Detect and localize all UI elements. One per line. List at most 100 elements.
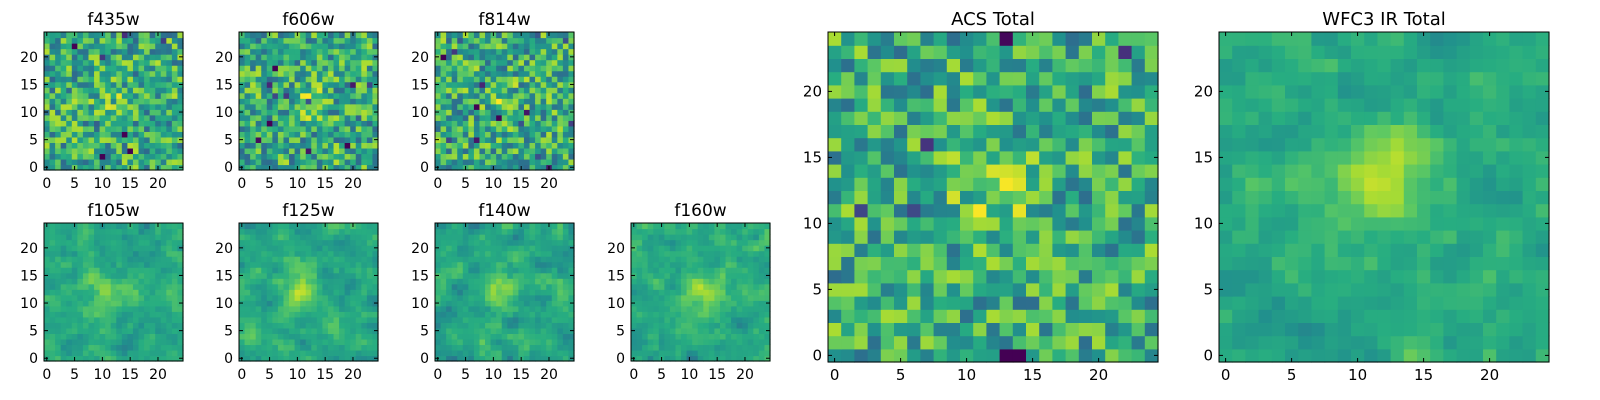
heatmap-cell — [557, 109, 564, 116]
heatmap-cell — [501, 109, 508, 116]
heatmap-cell — [758, 267, 766, 274]
heatmap-cell — [77, 37, 84, 44]
heatmap-cell — [1105, 164, 1119, 178]
heatmap-cell — [1012, 348, 1027, 363]
heatmap-cell — [529, 250, 536, 257]
heatmap-cell — [49, 76, 56, 83]
heatmap-cell — [867, 269, 882, 284]
heatmap-cell — [355, 114, 362, 121]
heatmap-cell — [350, 250, 357, 257]
heatmap-cell — [361, 327, 368, 334]
heatmap-cell — [166, 278, 173, 285]
heatmap-cell — [540, 278, 547, 285]
heatmap-cell — [490, 158, 497, 166]
heatmap-cell — [49, 48, 56, 55]
heatmap-cell — [121, 158, 128, 166]
heatmap-cell — [457, 142, 464, 149]
heatmap-cell — [973, 243, 987, 257]
heatmap-cell — [272, 114, 279, 121]
heatmap-cell — [160, 32, 167, 39]
heatmap-cell — [703, 349, 710, 357]
heatmap-cell — [468, 333, 475, 340]
heatmap-cell — [867, 256, 882, 271]
heatmap-cell — [372, 333, 379, 340]
heatmap-cell — [960, 177, 974, 191]
heatmap-cell — [636, 261, 643, 268]
heatmap-cell — [99, 261, 106, 268]
heatmap-cell — [289, 103, 296, 110]
heatmap-cell — [451, 48, 458, 55]
heatmap-cell — [171, 294, 179, 301]
heatmap-cell — [77, 223, 84, 230]
heatmap-cell — [60, 131, 67, 138]
heatmap-cell — [66, 98, 73, 105]
x-tick-label: 5 — [70, 176, 79, 192]
heatmap-cell — [71, 158, 78, 166]
heatmap-cell — [55, 311, 62, 318]
heatmap-cell — [272, 76, 279, 83]
heatmap-cell — [244, 322, 251, 329]
heatmap-cell — [166, 120, 173, 127]
heatmap-cell — [171, 311, 179, 318]
heatmap-cell — [490, 278, 497, 285]
heatmap-cell — [77, 333, 84, 340]
heatmap-cell — [44, 316, 51, 323]
heatmap-cell — [361, 283, 368, 290]
heatmap-cell — [333, 54, 340, 61]
heatmap-cell — [507, 114, 514, 121]
heatmap-cell — [322, 294, 329, 301]
heatmap-cell — [77, 48, 84, 55]
heatmap-cell — [714, 239, 721, 246]
heatmap-cell — [322, 239, 329, 246]
heatmap-cell — [747, 272, 754, 279]
heatmap-cell — [562, 59, 570, 66]
heatmap-cell — [462, 245, 469, 252]
axes-frame — [238, 31, 379, 171]
heatmap-cell — [144, 278, 151, 285]
heatmap-cell — [110, 261, 117, 268]
x-tick-label: 15 — [512, 367, 530, 383]
heatmap-cell — [703, 250, 710, 257]
heatmap-cell — [49, 316, 56, 323]
heatmap-cell — [535, 136, 542, 143]
heatmap-cell — [653, 283, 660, 290]
heatmap-cell — [121, 65, 128, 72]
heatmap-cell — [697, 239, 704, 246]
heatmap-cell — [490, 349, 497, 357]
heatmap-cell — [973, 309, 987, 323]
heatmap-cell — [854, 322, 869, 337]
heatmap-cell — [261, 125, 268, 132]
heatmap-cell — [451, 32, 458, 39]
heatmap-cell — [49, 300, 56, 307]
heatmap-cell — [907, 230, 921, 244]
axes-frame — [630, 222, 771, 362]
heatmap-cell — [244, 256, 251, 263]
heatmap-cell — [94, 333, 101, 340]
heatmap-cell — [664, 327, 671, 334]
heatmap-cell — [468, 239, 475, 246]
heatmap-cell — [473, 316, 481, 323]
heatmap-cell — [250, 349, 257, 357]
heatmap-cell — [675, 223, 682, 230]
heatmap-cell — [653, 333, 660, 340]
heatmap-cell — [272, 234, 279, 241]
heatmap-cell — [523, 103, 531, 110]
heatmap-cell — [255, 305, 262, 312]
heatmap-cell — [327, 338, 335, 346]
heatmap-cell — [692, 338, 699, 346]
heatmap-cell — [473, 278, 481, 285]
heatmap-cell — [507, 59, 514, 66]
heatmap-cell — [110, 81, 117, 88]
heatmap-cell — [512, 333, 519, 340]
heatmap-cell — [457, 272, 464, 279]
heatmap-cell — [339, 223, 346, 230]
heatmap-cell — [440, 114, 447, 121]
heatmap-cell — [160, 59, 167, 66]
heatmap-cell — [479, 355, 486, 362]
heatmap-cell — [49, 311, 56, 318]
heatmap-cell — [149, 349, 156, 357]
heatmap-cell — [305, 147, 312, 155]
heatmap-cell — [255, 43, 262, 50]
heatmap-cell — [171, 54, 179, 61]
heatmap-cell — [708, 344, 715, 351]
